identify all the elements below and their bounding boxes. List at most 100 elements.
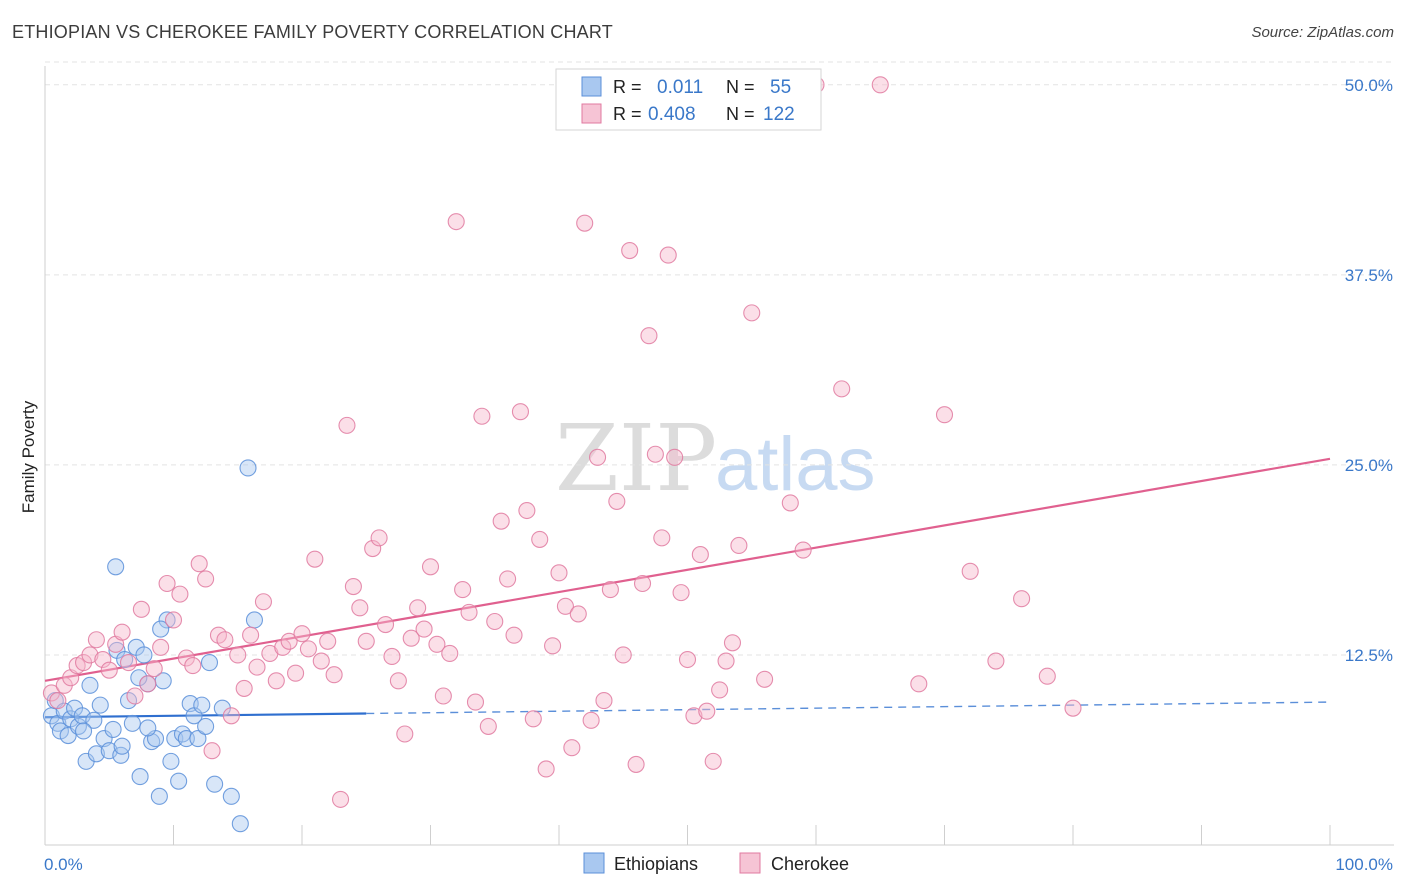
point-cherokee-41 xyxy=(306,550,324,568)
point-cherokee-102 xyxy=(698,702,716,720)
point-ethiopians-31 xyxy=(158,611,176,629)
chart-title: ETHIOPIAN VS CHEROKEE FAMILY POVERTY COR… xyxy=(12,22,613,42)
point-cherokee-12 xyxy=(119,654,138,672)
point-cherokee-69 xyxy=(486,612,504,631)
watermark-zip: ZIP xyxy=(555,405,717,512)
point-ethiopians-39 xyxy=(189,730,207,748)
source-label: Source: ZipAtlas.com xyxy=(1251,24,1394,41)
scatter-points xyxy=(42,76,1082,833)
point-cherokee-33 xyxy=(254,593,273,611)
point-ethiopians-47 xyxy=(239,459,257,477)
point-cherokee-73 xyxy=(511,403,530,421)
series-cherokee xyxy=(42,76,1082,808)
point-cherokee-78 xyxy=(544,637,562,655)
point-cherokee-94 xyxy=(646,445,664,463)
point-cherokee-87 xyxy=(601,581,619,599)
point-cherokee-53 xyxy=(383,647,401,666)
point-cherokee-95 xyxy=(653,529,671,547)
point-ethiopians-36 xyxy=(177,730,195,748)
point-cherokee-51 xyxy=(370,529,388,547)
point-cherokee-25 xyxy=(203,742,221,760)
point-cherokee-49 xyxy=(357,632,375,650)
bottom-legend-label-ethiopians: Ethiopians xyxy=(614,854,698,874)
point-ethiopians-34 xyxy=(170,772,188,790)
point-ethiopians-29 xyxy=(150,787,168,805)
point-cherokee-110 xyxy=(781,494,799,512)
trend-lines xyxy=(44,457,1331,719)
y-tick-label-3: 50.0% xyxy=(1345,76,1393,95)
y-axis-label: Family Poverty xyxy=(19,400,38,513)
legend-r-label-ethiopians: R = xyxy=(613,77,642,97)
point-cherokee-23 xyxy=(190,555,208,573)
point-cherokee-8 xyxy=(94,650,112,669)
point-cherokee-18 xyxy=(158,574,176,593)
point-cherokee-57 xyxy=(409,599,427,617)
point-cherokee-88 xyxy=(608,492,626,510)
point-cherokee-42 xyxy=(312,652,330,670)
point-cherokee-38 xyxy=(287,664,305,682)
point-cherokee-52 xyxy=(376,615,395,634)
point-ethiopians-22 xyxy=(123,714,141,732)
legend-n-label-ethiopians: N = xyxy=(726,77,755,97)
point-ethiopians-48 xyxy=(245,611,264,629)
point-cherokee-105 xyxy=(717,652,735,670)
point-ethiopians-43 xyxy=(206,775,224,793)
point-ethiopians-25 xyxy=(135,646,153,664)
bottom-legend-label-cherokee: Cherokee xyxy=(771,854,849,874)
legend-n-value-cherokee: 122 xyxy=(763,104,795,125)
point-cherokee-117 xyxy=(961,562,979,580)
point-ethiopians-40 xyxy=(193,696,211,714)
x-tick-labels: 0.0% 100.0% xyxy=(44,855,1393,874)
point-ethiopians-42 xyxy=(200,654,219,672)
point-cherokee-86 xyxy=(595,692,613,710)
point-cherokee-71 xyxy=(499,570,517,588)
point-cherokee-31 xyxy=(242,626,260,644)
point-ethiopians-12 xyxy=(85,711,103,729)
bottom-legend-swatch-cherokee xyxy=(739,852,761,874)
point-cherokee-92 xyxy=(633,574,652,593)
legend-r-value-cherokee: 0.408 xyxy=(648,104,696,125)
y-tick-label-1: 25.0% xyxy=(1345,456,1393,475)
point-cherokee-48 xyxy=(351,599,369,617)
point-cherokee-66 xyxy=(466,693,485,711)
point-cherokee-79 xyxy=(550,564,568,582)
y-tick-label-0: 12.5% xyxy=(1345,646,1393,665)
point-cherokee-75 xyxy=(524,710,542,728)
point-ethiopians-54 xyxy=(113,737,131,755)
point-cherokee-108 xyxy=(743,304,761,322)
point-cherokee-39 xyxy=(293,625,311,643)
point-cherokee-89 xyxy=(614,646,632,664)
point-cherokee-65 xyxy=(460,603,478,621)
legend: R = 0.011 N = 55 R = 0.408 N = 122 xyxy=(555,68,822,131)
point-cherokee-37 xyxy=(280,632,298,650)
point-cherokee-13 xyxy=(126,687,144,705)
point-cherokee-91 xyxy=(627,755,645,773)
x-tick-label-0: 0.0% xyxy=(44,855,83,874)
point-cherokee-106 xyxy=(723,634,742,652)
x-tick-label-1: 100.0% xyxy=(1335,855,1393,874)
point-cherokee-68 xyxy=(479,717,497,735)
point-ethiopians-41 xyxy=(197,717,215,735)
point-cherokee-111 xyxy=(794,541,812,559)
series-ethiopians xyxy=(42,459,264,833)
point-cherokee-64 xyxy=(454,581,472,599)
point-cherokee-24 xyxy=(197,570,215,588)
point-ethiopians-50 xyxy=(75,722,93,740)
point-cherokee-55 xyxy=(396,725,414,743)
point-cherokee-67 xyxy=(473,407,491,425)
point-ethiopians-8 xyxy=(69,717,87,735)
point-cherokee-76 xyxy=(531,530,549,548)
point-cherokee-45 xyxy=(331,790,350,808)
y-tick-label-2: 37.5% xyxy=(1345,266,1393,285)
point-cherokee-61 xyxy=(434,687,452,705)
point-cherokee-118 xyxy=(987,652,1005,670)
point-cherokee-72 xyxy=(505,626,523,644)
point-cherokee-85 xyxy=(588,448,607,466)
point-cherokee-6 xyxy=(81,646,99,664)
bottom-legend-swatch-ethiopians xyxy=(583,852,605,874)
point-cherokee-121 xyxy=(1064,699,1082,717)
point-cherokee-16 xyxy=(145,660,163,678)
point-cherokee-1 xyxy=(49,692,67,710)
point-cherokee-103 xyxy=(704,752,722,770)
point-cherokee-63 xyxy=(447,213,465,231)
